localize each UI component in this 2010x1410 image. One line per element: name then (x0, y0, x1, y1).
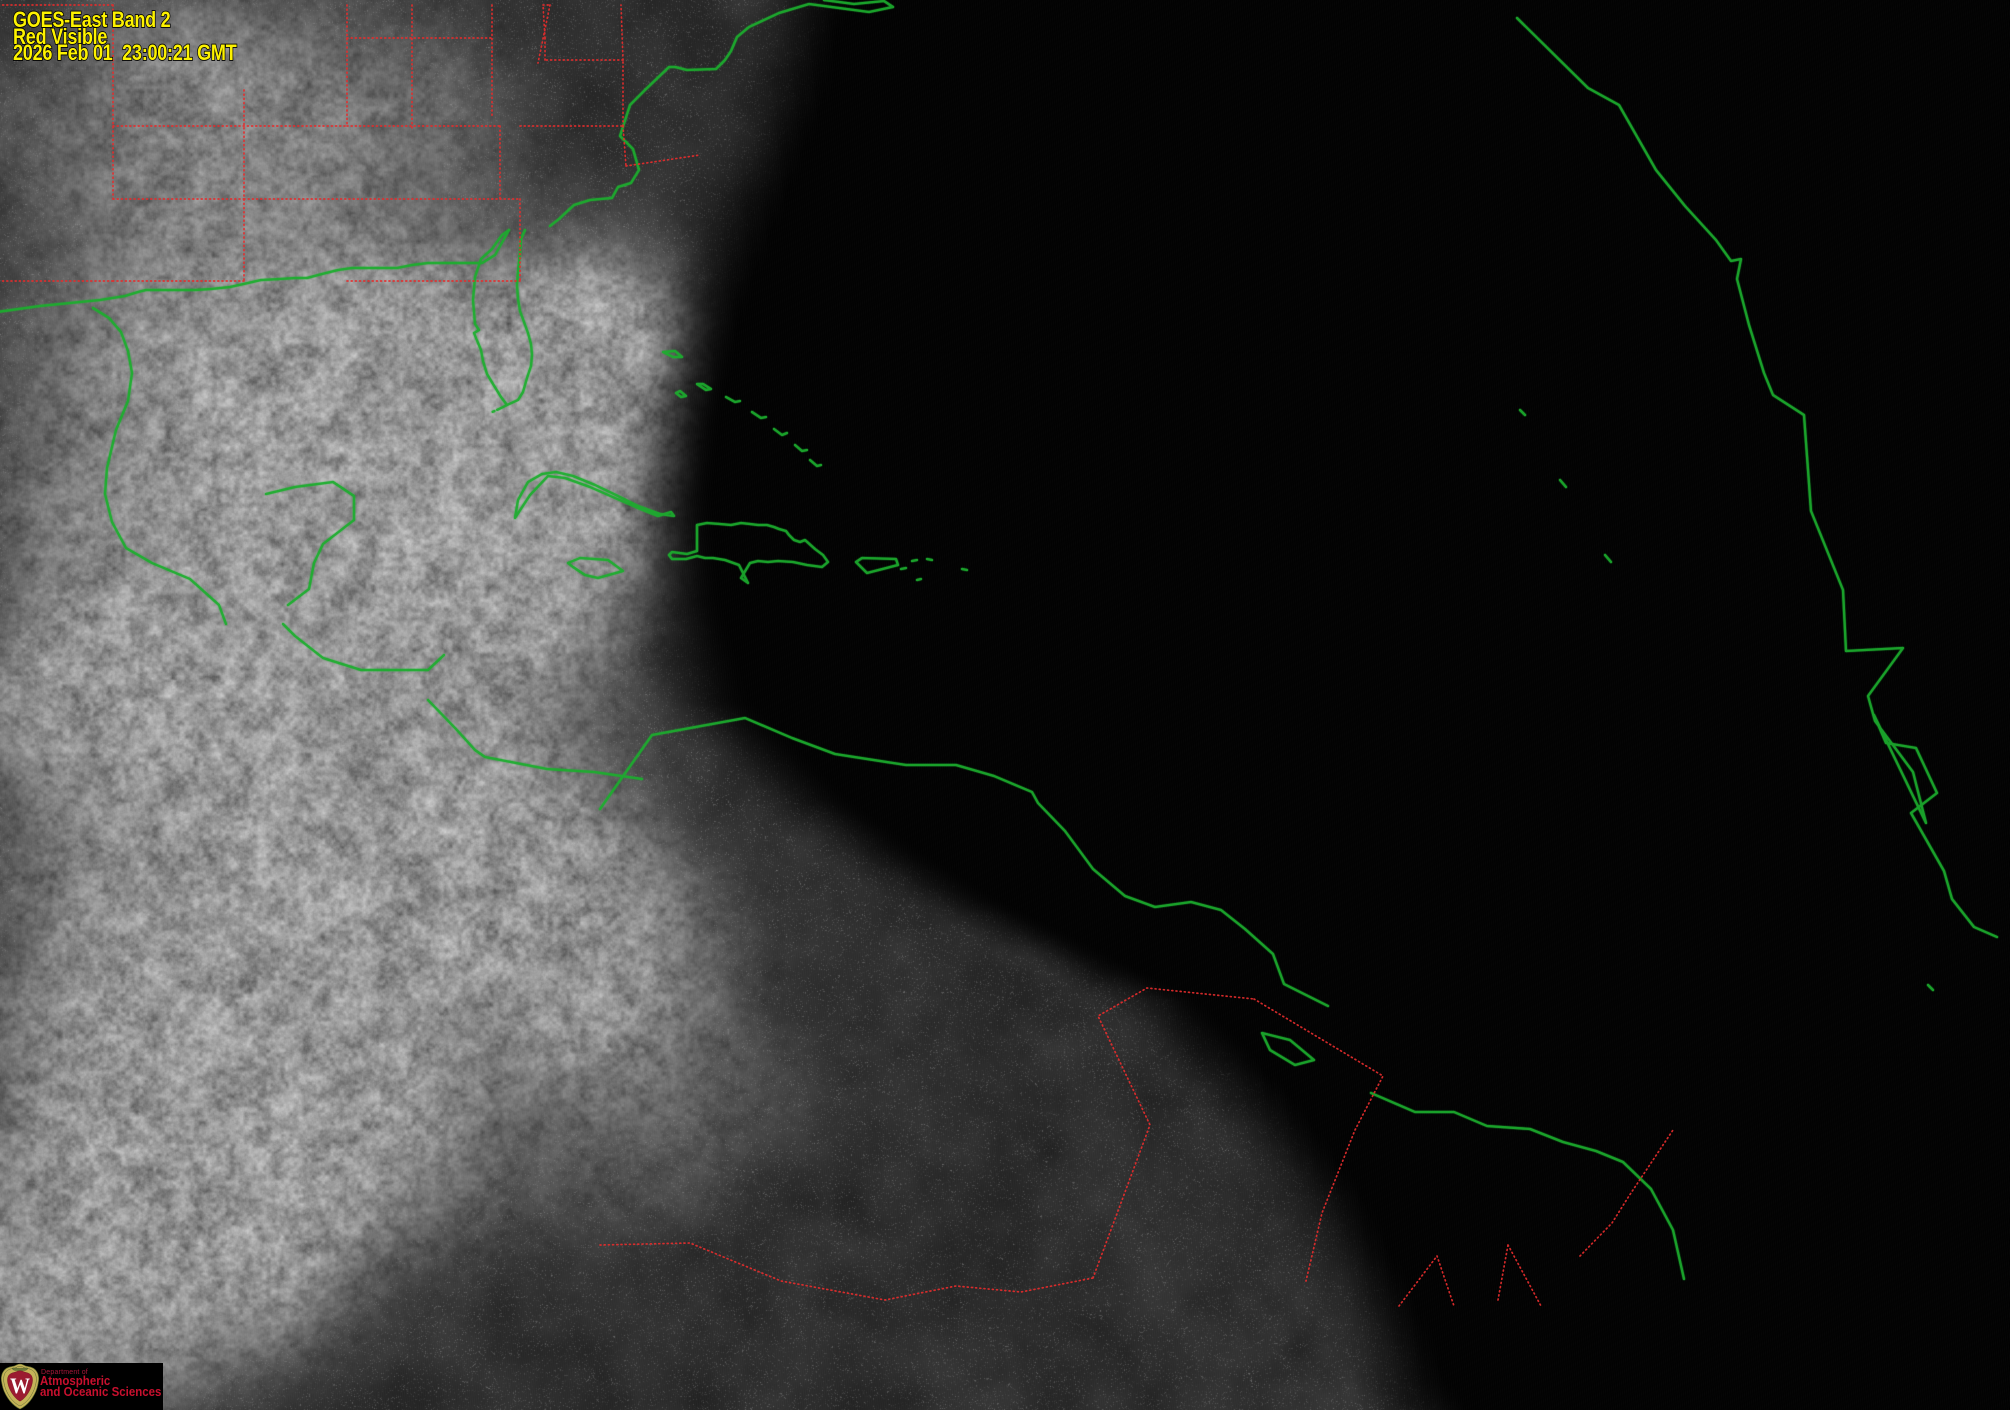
svg-text:W: W (10, 1373, 30, 1398)
